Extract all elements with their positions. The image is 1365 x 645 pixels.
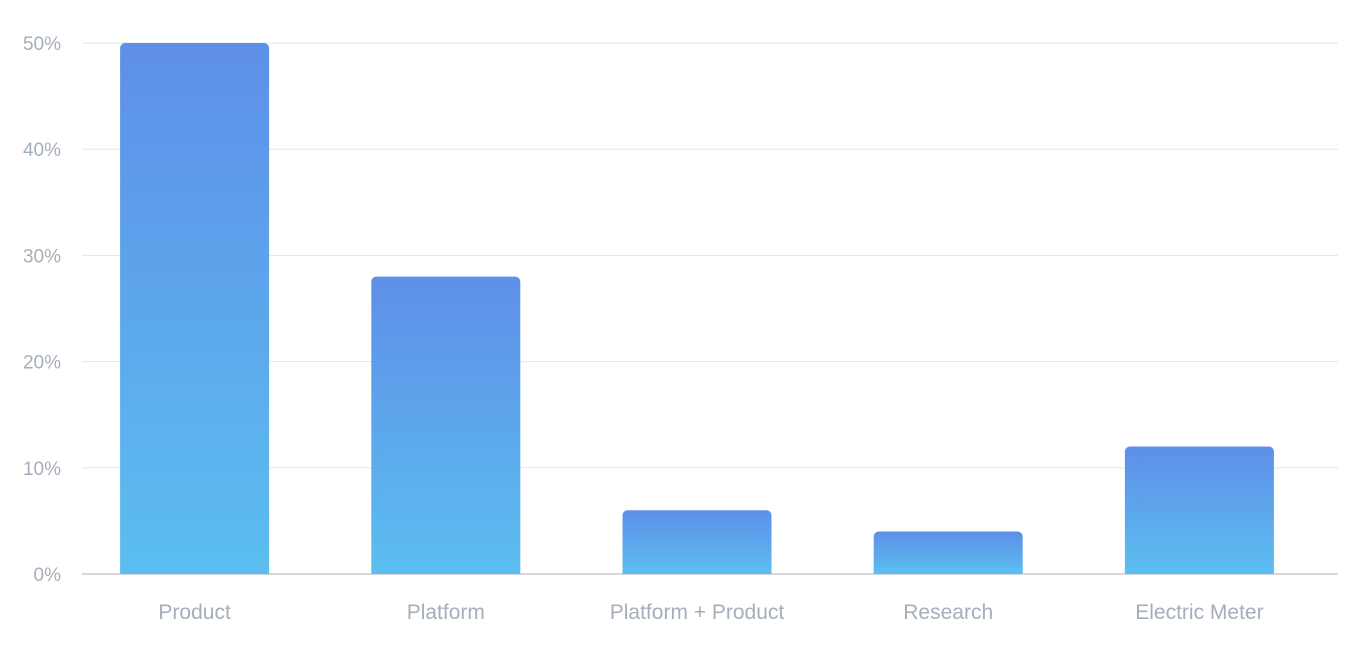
x-category-label: Platform + Product (610, 601, 785, 624)
bar-base (120, 568, 270, 574)
bar-research[interactable] (873, 531, 1023, 574)
bar-platform-product[interactable] (622, 510, 772, 574)
x-category-label: Product (158, 601, 231, 624)
y-tick-label: 50% (23, 34, 61, 55)
bar-platform[interactable] (371, 276, 521, 574)
y-tick-label: 30% (23, 246, 61, 267)
x-category-label: Research (903, 601, 993, 624)
bar-base (622, 568, 772, 574)
x-category-label: Electric Meter (1135, 601, 1263, 624)
bar-base (873, 568, 1023, 574)
x-category-label: Platform (407, 601, 485, 624)
y-axis-ticks: 0% 10% 20% 30% 40% 50% (23, 34, 61, 586)
x-axis-labels: Product Platform Platform + Product Researc… (158, 601, 1263, 624)
y-tick-label: 0% (34, 565, 62, 586)
y-tick-label: 10% (23, 459, 61, 480)
y-tick-label: 40% (23, 140, 61, 161)
y-tick-label: 20% (23, 353, 61, 374)
bar-base (1124, 568, 1274, 574)
bars (120, 43, 1274, 574)
bar-product[interactable] (120, 43, 270, 574)
bar-base (371, 568, 521, 574)
bar-electric-meter[interactable] (1124, 446, 1274, 574)
